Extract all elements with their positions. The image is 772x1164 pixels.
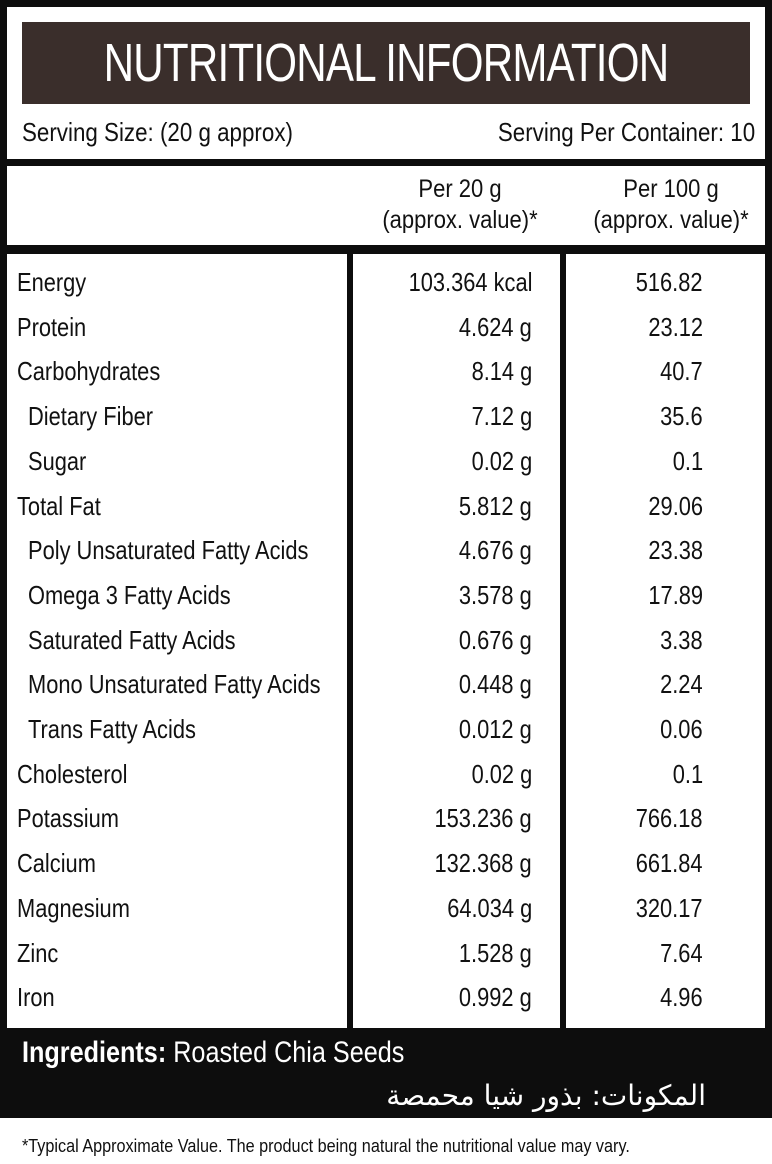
per-20g-value: 0.02 g: [471, 758, 532, 789]
ingredients-label: Ingredients:: [22, 1036, 167, 1069]
nutrient-name: Calcium: [17, 848, 96, 879]
per-100g-value: 35.6: [660, 401, 703, 432]
nutrient-name: Omega 3 Fatty Acids: [28, 579, 231, 610]
nutrition-label: NUTRITIONAL INFORMATION Serving Size: (2…: [0, 0, 772, 1118]
per-100g-value: 7.64: [660, 937, 703, 968]
per-100g-value: 17.89: [648, 579, 703, 610]
nutrient-name: Energy: [17, 267, 87, 297]
per-100g-value: 0.06: [660, 714, 703, 744]
per-100g-value: 0.1: [672, 758, 703, 789]
per-20g-value: 4.624 g: [459, 311, 532, 342]
per-20g-value: 153.236 g: [434, 803, 532, 834]
nutrient-name: Iron: [17, 982, 55, 1013]
per-20g-value: 0.448 g: [459, 669, 532, 700]
title-bar: NUTRITIONAL INFORMATION: [22, 22, 750, 104]
per-20g-value: 0.676 g: [459, 624, 532, 655]
nutrient-name: Poly Unsaturated Fatty Acids: [28, 535, 309, 566]
per-20g-value: 0.992 g: [459, 982, 532, 1013]
per-100g-value: 516.82: [636, 267, 703, 297]
per-20g-value: 0.02 g: [471, 445, 532, 476]
nutrient-name: Total Fat: [17, 490, 101, 521]
serving-size: Serving Size: (20 g approx): [22, 117, 293, 147]
nutrient-name: Zinc: [17, 937, 59, 968]
per-100g-value: 766.18: [636, 803, 703, 834]
per-20g-value: 3.578 g: [459, 579, 532, 610]
nutrient-name: Saturated Fatty Acids: [28, 624, 236, 655]
nutrient-name: Dietary Fiber: [28, 401, 154, 432]
ingredients-text: Roasted Chia Seeds: [173, 1036, 405, 1069]
nutrient-name: Potassium: [17, 803, 119, 834]
per-100g-column: 516.82 23.12 40.7 35.6 0.1 29.06 23.38 17.89 3.3…: [566, 254, 765, 1028]
nutrient-name: Cholesterol: [17, 758, 128, 789]
per-20g-value: 7.12 g: [471, 401, 532, 432]
nutrient-name: Trans Fatty Acids: [28, 714, 196, 744]
per-20g-value: 103.364 kcal: [408, 267, 532, 297]
footnote: *Typical Approximate Value. The product …: [22, 1136, 630, 1156]
table-header: Per 20 g (approx. value)* Per 100 g (app…: [7, 166, 765, 245]
per-20g-value: 5.812 g: [459, 490, 532, 521]
per-20g-value: 4.676 g: [459, 535, 532, 566]
per-100g-value: 4.96: [660, 982, 703, 1013]
nutrient-name: Protein: [17, 311, 87, 342]
nutrient-name: Carbohydrates: [17, 356, 161, 387]
nutrient-name: Sugar: [28, 445, 87, 476]
page-title: NUTRITIONAL INFORMATION: [103, 33, 669, 93]
per-20g-value: 64.034 g: [446, 892, 532, 923]
nutrient-name-column: Energy Protein Carbohydrates Dietary Fiber S…: [7, 254, 347, 1028]
per-100g-value: 23.12: [648, 311, 703, 342]
per-20g-value: 1.528 g: [459, 937, 532, 968]
per-20g-value: 132.368 g: [434, 848, 532, 879]
servings-per-container: Serving Per Container: 10: [497, 117, 755, 147]
title-section: NUTRITIONAL INFORMATION Serving Size: (2…: [7, 7, 765, 159]
per-20g-value: 0.012 g: [459, 714, 532, 744]
nutrient-name: Mono Unsaturated Fatty Acids: [28, 669, 321, 700]
per-100g-value: 23.38: [648, 535, 703, 566]
per-100g-value: 0.1: [672, 445, 703, 476]
ingredients-arabic: المكونات: بذور شيا محمصة: [386, 1079, 706, 1112]
column-header-per-100g: Per 100 g (approx. value)*: [593, 175, 749, 234]
nutrient-name: Magnesium: [17, 892, 130, 923]
column-header-per-20g: Per 20 g (approx. value)*: [382, 175, 538, 234]
per-100g-value: 40.7: [660, 356, 703, 387]
per-100g-value: 661.84: [636, 848, 703, 879]
ingredients: Ingredients: Roasted Chia Seeds: [22, 1036, 477, 1070]
per-100g-value: 2.24: [660, 669, 703, 700]
per-100g-value: 29.06: [648, 490, 703, 521]
per-20g-value: 8.14 g: [471, 356, 532, 387]
per-20g-column: 103.364 kcal 4.624 g 8.14 g 7.12 g 0.02 g 5.8…: [353, 254, 560, 1028]
per-100g-value: 320.17: [636, 892, 703, 923]
per-100g-value: 3.38: [660, 624, 703, 655]
